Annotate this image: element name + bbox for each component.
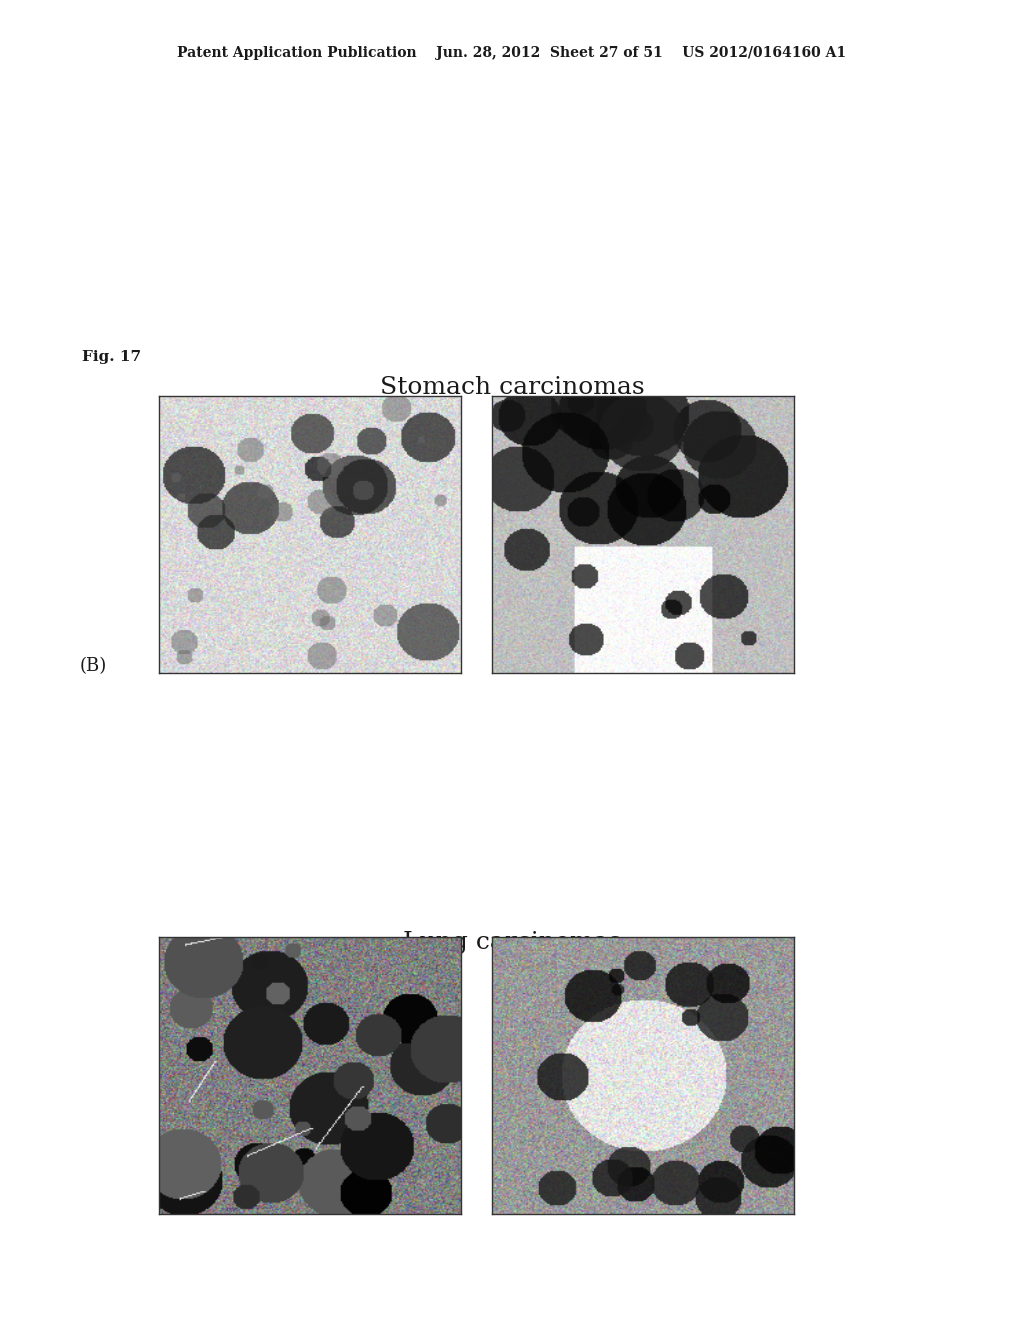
Text: Fig. 17: Fig. 17 xyxy=(82,350,141,364)
Text: (B): (B) xyxy=(80,657,108,676)
Text: Lung carcinomas: Lung carcinomas xyxy=(402,931,622,953)
Text: Stomach carcinomas: Stomach carcinomas xyxy=(380,376,644,399)
Text: Patent Application Publication    Jun. 28, 2012  Sheet 27 of 51    US 2012/01641: Patent Application Publication Jun. 28, … xyxy=(177,46,847,61)
